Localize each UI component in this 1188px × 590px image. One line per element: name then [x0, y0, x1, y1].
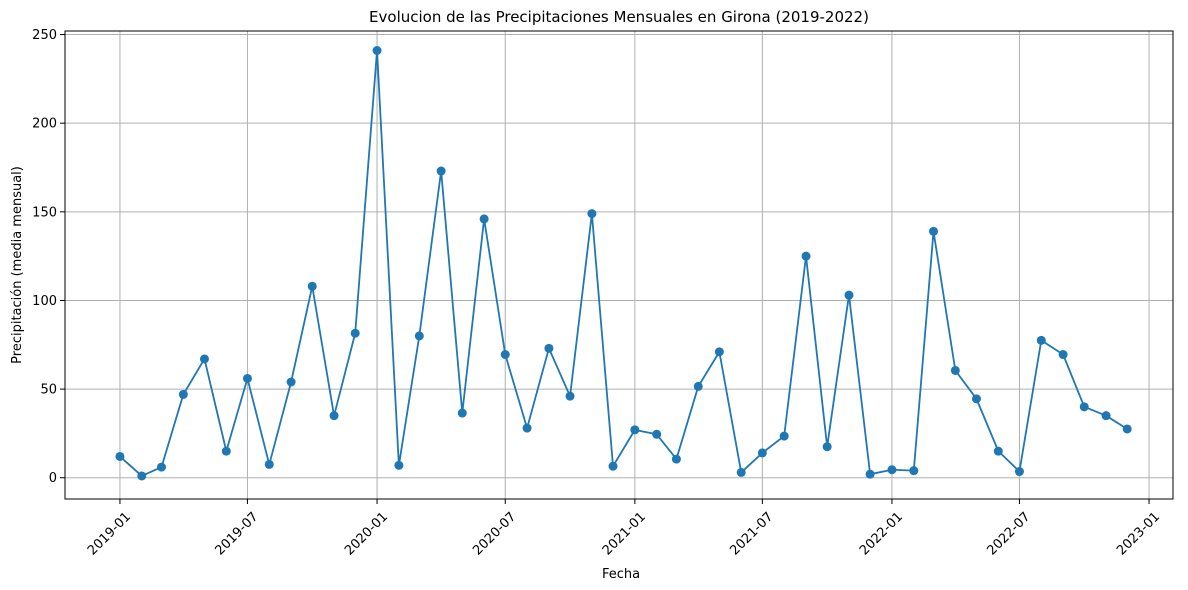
grid: [65, 31, 1173, 499]
series-line: [119, 49, 1128, 477]
data-point: [779, 431, 789, 441]
data-point: [286, 377, 296, 387]
data-point: [993, 446, 1003, 456]
data-point: [157, 462, 167, 472]
data-point: [801, 251, 811, 261]
data-point: [1101, 411, 1111, 421]
data-point: [500, 350, 510, 360]
data-point: [865, 469, 875, 479]
x-tick-label: 2020-01: [342, 509, 391, 558]
x-tick-label: 2021-07: [727, 509, 776, 558]
data-point: [242, 373, 252, 383]
y-tick-label: 100: [32, 294, 57, 309]
data-point: [693, 381, 703, 391]
data-point: [757, 448, 767, 458]
data-point: [736, 467, 746, 477]
data-point: [565, 391, 575, 401]
x-tick-label: 2019-01: [85, 509, 134, 558]
data-point: [414, 331, 424, 341]
x-tick-label: 2023-01: [1114, 509, 1163, 558]
data-point: [264, 459, 274, 469]
data-point: [822, 442, 832, 452]
y-axis-label: Precipitación (media mensual): [10, 166, 25, 364]
data-point: [457, 408, 467, 418]
data-point: [950, 365, 960, 375]
data-point: [630, 425, 640, 435]
data-point: [372, 46, 382, 55]
y-tick-label: 250: [32, 28, 57, 43]
data-point: [929, 226, 939, 236]
data-point: [671, 454, 681, 464]
data-point: [394, 460, 404, 470]
x-tick-label: 2020-07: [470, 509, 519, 558]
x-tick-label: 2019-07: [212, 509, 261, 558]
data-point: [350, 328, 360, 338]
y-tick-label: 200: [32, 117, 57, 132]
plot-frame: [64, 30, 1174, 500]
data-point: [329, 411, 339, 421]
data-point: [544, 343, 554, 353]
data-point: [887, 465, 897, 475]
data-point: [587, 209, 597, 219]
data-point: [137, 471, 147, 481]
data-point: [522, 423, 532, 433]
x-tick-label: 2022-01: [857, 509, 906, 558]
data-point: [1058, 350, 1068, 360]
data-point: [971, 394, 981, 404]
x-axis-ticks: 2019-01 2019-07 2020-01 2020-07 2021-01 2021-…: [85, 499, 1163, 558]
data-point: [909, 466, 919, 476]
data-point: [199, 354, 209, 364]
data-point: [714, 347, 724, 357]
data-point: [178, 389, 188, 399]
y-tick-label: 50: [40, 383, 57, 398]
data-point: [1036, 335, 1046, 345]
x-axis-label: Fecha: [602, 567, 640, 582]
data-point: [1014, 467, 1024, 477]
data-point: [1079, 402, 1089, 412]
x-tick-label: 2021-01: [600, 509, 649, 558]
data-point: [221, 446, 231, 456]
y-tick-label: 150: [32, 205, 57, 220]
data-point: [844, 290, 854, 300]
data-point: [608, 461, 618, 471]
data-point: [479, 214, 489, 224]
chart-title: Evolucion de las Precipitaciones Mensual…: [369, 8, 869, 26]
data-point: [307, 281, 317, 291]
data-point: [436, 166, 446, 176]
data-point: [652, 429, 662, 439]
series: [115, 46, 1132, 481]
x-tick-label: 2022-07: [984, 509, 1033, 558]
data-point: [1122, 424, 1132, 434]
data-point: [115, 451, 125, 461]
y-tick-label: 0: [49, 471, 57, 486]
y-axis-ticks: 0 50 100 150 200 250: [32, 28, 65, 486]
